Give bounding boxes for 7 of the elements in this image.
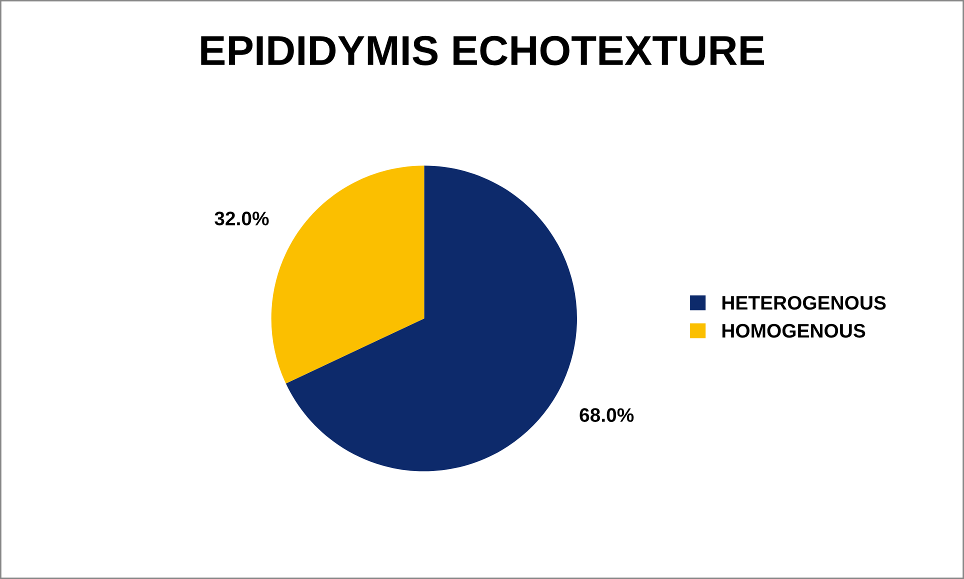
legend-label: HETEROGENOUS — [722, 296, 886, 310]
pie-slice — [271, 166, 424, 384]
data-label: 68.0% — [580, 408, 634, 422]
pie-slice — [286, 166, 577, 472]
legend-label: HOMOGENOUS — [722, 324, 866, 338]
data-label: 32.0% — [214, 212, 269, 226]
chart-title: EPIDIDYMIS ECHOTEXTURE — [201, 36, 764, 66]
